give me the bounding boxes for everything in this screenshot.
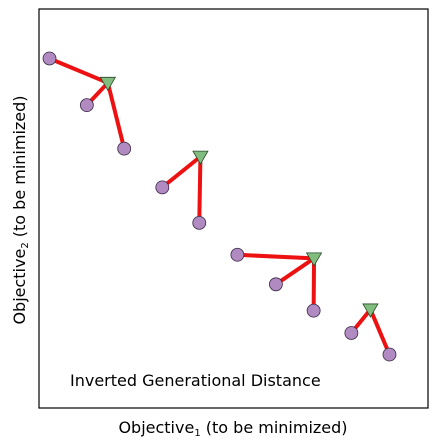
solution-point-10 <box>382 347 397 362</box>
reference-point-2 <box>192 150 209 165</box>
distance-link-5 <box>197 154 203 225</box>
distance-link-7 <box>273 256 317 287</box>
distance-link-6 <box>235 252 317 261</box>
distance-link-10 <box>368 307 392 357</box>
y-axis-label-subscript: 2 <box>20 242 31 248</box>
solution-point-6 <box>230 247 245 262</box>
y-axis-label-suffix: (to be minimized) <box>10 95 29 242</box>
solution-point-2 <box>79 98 94 113</box>
plot-background <box>39 9 428 408</box>
reference-point-3 <box>305 252 323 267</box>
reference-point-4 <box>362 303 379 318</box>
x-axis-label-main: Objective <box>118 418 194 437</box>
distance-link-1 <box>47 56 110 85</box>
solution-point-5 <box>192 215 207 230</box>
distance-link-4 <box>160 154 203 190</box>
x-axis-label: Objective1 (to be minimized) <box>118 418 347 439</box>
solution-point-3 <box>117 141 132 156</box>
x-axis-label-suffix: (to be minimized) <box>201 418 348 437</box>
distance-link-3 <box>105 80 127 151</box>
solution-point-7 <box>269 277 283 292</box>
x-axis-label-subscript: 1 <box>194 428 200 439</box>
solution-point-9 <box>344 326 359 340</box>
reference-point-1 <box>99 76 117 92</box>
y-axis-label: Objective2 (to be minimized) <box>10 95 31 324</box>
solution-point-1 <box>42 51 57 66</box>
axes-frame <box>38 8 429 409</box>
solutions-layer <box>42 51 397 362</box>
solution-point-4 <box>155 180 170 195</box>
y-axis-label-main: Objective <box>10 249 29 325</box>
solution-point-8 <box>306 303 321 318</box>
links-layer <box>47 56 392 357</box>
references-layer <box>99 76 379 318</box>
chart-annotation: Inverted Generational Distance <box>70 371 321 390</box>
